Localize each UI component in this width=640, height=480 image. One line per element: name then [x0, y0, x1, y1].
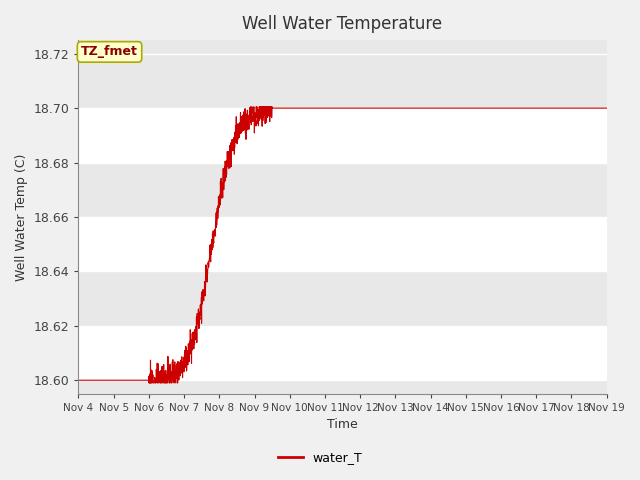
water_T [278, 105, 285, 111]
Title: Well Water Temperature: Well Water Temperature [243, 15, 443, 33]
water_T [75, 377, 83, 383]
water_T [247, 104, 255, 109]
Bar [79, 217, 607, 271]
water_T [603, 105, 611, 111]
Legend: water_T: water_T [273, 446, 367, 469]
water_T [135, 377, 143, 383]
water_T [300, 105, 308, 111]
water_T [593, 105, 600, 111]
water_T [536, 105, 543, 111]
X-axis label: Time: Time [327, 419, 358, 432]
Line: water_T: water_T [79, 107, 607, 383]
water_T [166, 361, 174, 367]
Bar [79, 163, 607, 217]
Y-axis label: Well Water Temp (C): Well Water Temp (C) [15, 153, 28, 281]
Bar [79, 326, 607, 380]
water_T [145, 380, 153, 386]
Text: TZ_fmet: TZ_fmet [81, 46, 138, 59]
Bar [79, 271, 607, 326]
Bar [79, 108, 607, 163]
Bar [79, 54, 607, 108]
